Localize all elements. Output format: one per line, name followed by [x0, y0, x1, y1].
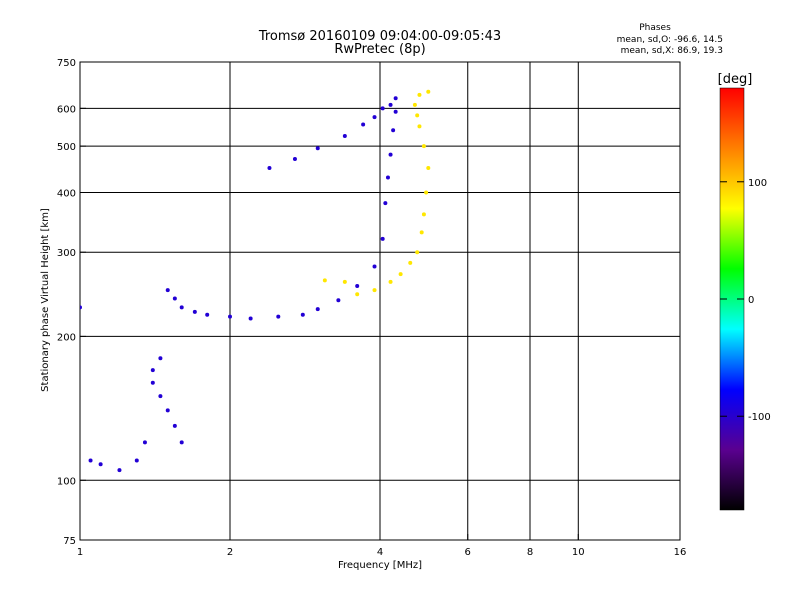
data-point-o [361, 122, 366, 127]
data-point-o [150, 368, 155, 373]
data-point-x [355, 292, 360, 297]
data-points [80, 89, 431, 473]
colorbar-tick-label: -100 [748, 412, 771, 423]
stats-x-line: mean, sd,X: 86.9, 19.3 [621, 46, 723, 56]
stats-heading: Phases [639, 23, 671, 33]
data-point-x [372, 288, 377, 293]
data-point-o [134, 458, 139, 463]
data-point-o [117, 468, 122, 473]
data-point-o [150, 380, 155, 385]
data-point-o [372, 115, 377, 120]
data-point-o [88, 458, 93, 463]
colorbar-tick-label: 0 [748, 295, 754, 306]
data-point-x [415, 113, 420, 118]
x-tick-label: 10 [572, 547, 585, 558]
data-point-o [393, 96, 398, 101]
data-point-x [426, 166, 431, 171]
data-point-o [342, 134, 347, 139]
data-point-o [165, 408, 170, 413]
data-point-o [336, 298, 341, 303]
data-point-x [322, 278, 327, 283]
data-point-o [192, 309, 197, 314]
x-tick-label: 6 [465, 547, 471, 558]
data-point-o [292, 157, 297, 162]
data-point-x [417, 92, 422, 97]
data-point-x [412, 102, 417, 107]
x-tick-label: 2 [227, 547, 233, 558]
data-point-o [179, 305, 184, 310]
data-point-o [380, 106, 385, 111]
x-tick-label: 16 [674, 547, 687, 558]
y-tick-labels: 75 100 200 300 400 500 600 750 [57, 58, 76, 547]
axis-ticks [79, 61, 681, 541]
y-tick-label: 200 [57, 332, 76, 343]
data-point-o [388, 152, 393, 157]
stats-o-line: mean, sd,O: -96.6, 14.5 [617, 35, 723, 45]
data-point-o [98, 462, 103, 467]
gridlines [80, 62, 680, 540]
x-tick-label: 1 [77, 547, 83, 558]
y-tick-label: 500 [57, 142, 76, 153]
data-point-x [424, 190, 429, 195]
plot-area [79, 61, 681, 541]
data-point-o [205, 312, 210, 317]
y-tick-label: 600 [57, 104, 76, 115]
data-point-o [380, 236, 385, 241]
data-point-x [421, 144, 426, 149]
data-point-o [388, 102, 393, 107]
y-tick-label: 300 [57, 248, 76, 259]
data-point-x [342, 279, 347, 284]
data-point-o [172, 423, 177, 428]
colorbar-tick-label: 100 [748, 178, 767, 189]
y-axis-label: Stationary phase Virtual Height [km] [40, 208, 51, 392]
data-point-o [165, 288, 170, 293]
x-axis-label: Frequency [MHz] [338, 560, 422, 571]
y-tick-label: 400 [57, 188, 76, 199]
data-point-o [385, 175, 390, 180]
data-point-o [179, 440, 184, 445]
data-point-o [372, 264, 377, 269]
x-tick-labels: 1 2 4 6 8 10 16 [77, 547, 687, 558]
data-point-x [421, 212, 426, 217]
data-point-o [228, 314, 232, 319]
data-point-o [248, 316, 253, 321]
data-point-o [315, 146, 320, 151]
data-point-x [426, 89, 431, 94]
data-point-o [355, 283, 360, 288]
data-point-o [391, 128, 396, 133]
data-point-o [80, 305, 82, 310]
data-point-o [142, 440, 147, 445]
data-point-x [415, 250, 420, 255]
colorbar: [deg] -100 0 100 [718, 72, 771, 511]
data-point-o [276, 314, 281, 319]
data-point-x [388, 279, 393, 284]
data-point-o [172, 296, 177, 301]
x-tick-label: 8 [527, 547, 533, 558]
data-point-o [393, 109, 398, 114]
data-point-o [158, 356, 163, 361]
y-tick-label: 750 [57, 58, 76, 69]
colorbar-ticks: -100 0 100 [720, 178, 771, 423]
data-point-x [417, 124, 422, 129]
chart-title: Tromsø 20160109 09:04:00-09:05:43 [258, 29, 501, 44]
data-point-x [398, 272, 403, 277]
data-point-o [300, 312, 305, 317]
data-point-o [383, 201, 388, 206]
chart-subtitle: RwPretec (8p) [334, 42, 425, 57]
colorbar-label: [deg] [718, 72, 753, 87]
data-point-x [408, 260, 413, 265]
data-point-o [267, 166, 272, 171]
data-point-x [419, 230, 424, 235]
data-point-o [158, 394, 163, 399]
y-tick-label: 75 [63, 536, 76, 547]
y-tick-label: 100 [57, 476, 76, 487]
x-tick-label: 4 [377, 547, 383, 558]
data-point-o [315, 307, 320, 312]
